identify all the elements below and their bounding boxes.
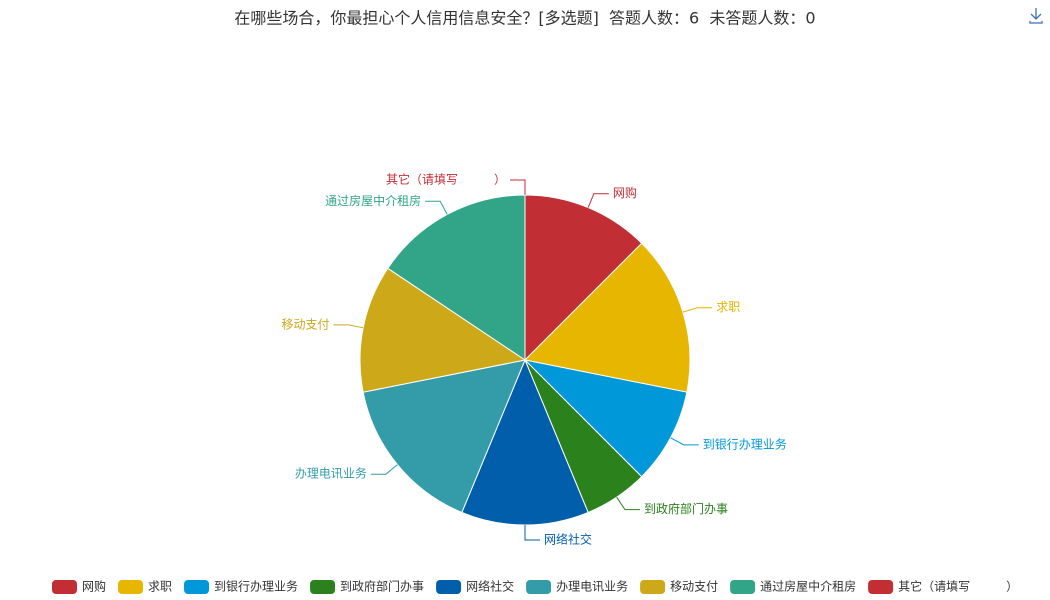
label-line: [510, 179, 526, 195]
slice-label: 其它（请填写 ）: [386, 172, 506, 187]
legend-swatch: [730, 580, 756, 594]
legend-swatch: [118, 580, 144, 594]
legend-swatch: [868, 580, 894, 594]
label-line: [333, 324, 364, 329]
label-line: [616, 496, 641, 511]
label-line: [587, 193, 609, 208]
slice-label: 到政府部门办事: [644, 501, 728, 516]
legend-label: 求职: [148, 580, 172, 594]
slice-label: 网购: [613, 185, 637, 200]
legend-swatch: [640, 580, 666, 594]
legend-swatch: [184, 580, 210, 594]
legend-label: 到政府部门办事: [340, 579, 424, 594]
legend-label: 到银行办理业务: [214, 579, 298, 594]
legend-swatch: [526, 580, 552, 594]
chart-title: 在哪些场合，你最担心个人信用信息安全？[多选题] 答题人数：6 未答题人数：0: [234, 9, 815, 28]
legend-label: 移动支付: [670, 580, 718, 594]
pie-slice: [461, 358, 589, 526]
slice-label: 网络社交: [544, 532, 592, 547]
pie-slice: [524, 194, 643, 362]
label-line: [670, 437, 699, 446]
slice-label: 到银行办理业务: [703, 436, 787, 451]
legend-label: 网络社交: [466, 579, 514, 594]
slice-label: 移动支付: [281, 317, 329, 331]
slice-label: 通过房屋中介租房: [325, 193, 421, 208]
legend-label: 网购: [82, 579, 106, 594]
label-line: [425, 200, 448, 215]
download-icon[interactable]: [1029, 8, 1043, 24]
legend-label: 办理电讯业务: [556, 579, 628, 594]
label-line: [682, 307, 713, 313]
download-glyph[interactable]: [1029, 8, 1043, 24]
pie-slice: [387, 194, 526, 361]
legend-swatch: [310, 580, 336, 594]
label-line: [370, 464, 398, 475]
legend-label: 通过房屋中介租房: [760, 579, 856, 594]
legend-label: 其它（请填写 ）: [898, 579, 1018, 594]
legend-swatch: [52, 580, 77, 594]
slice-label: 办理电讯业务: [295, 466, 367, 481]
label-line: [524, 525, 540, 541]
slice-label: 求职: [716, 300, 740, 314]
legend-swatch: [436, 580, 462, 594]
pie-slice: [359, 267, 527, 393]
